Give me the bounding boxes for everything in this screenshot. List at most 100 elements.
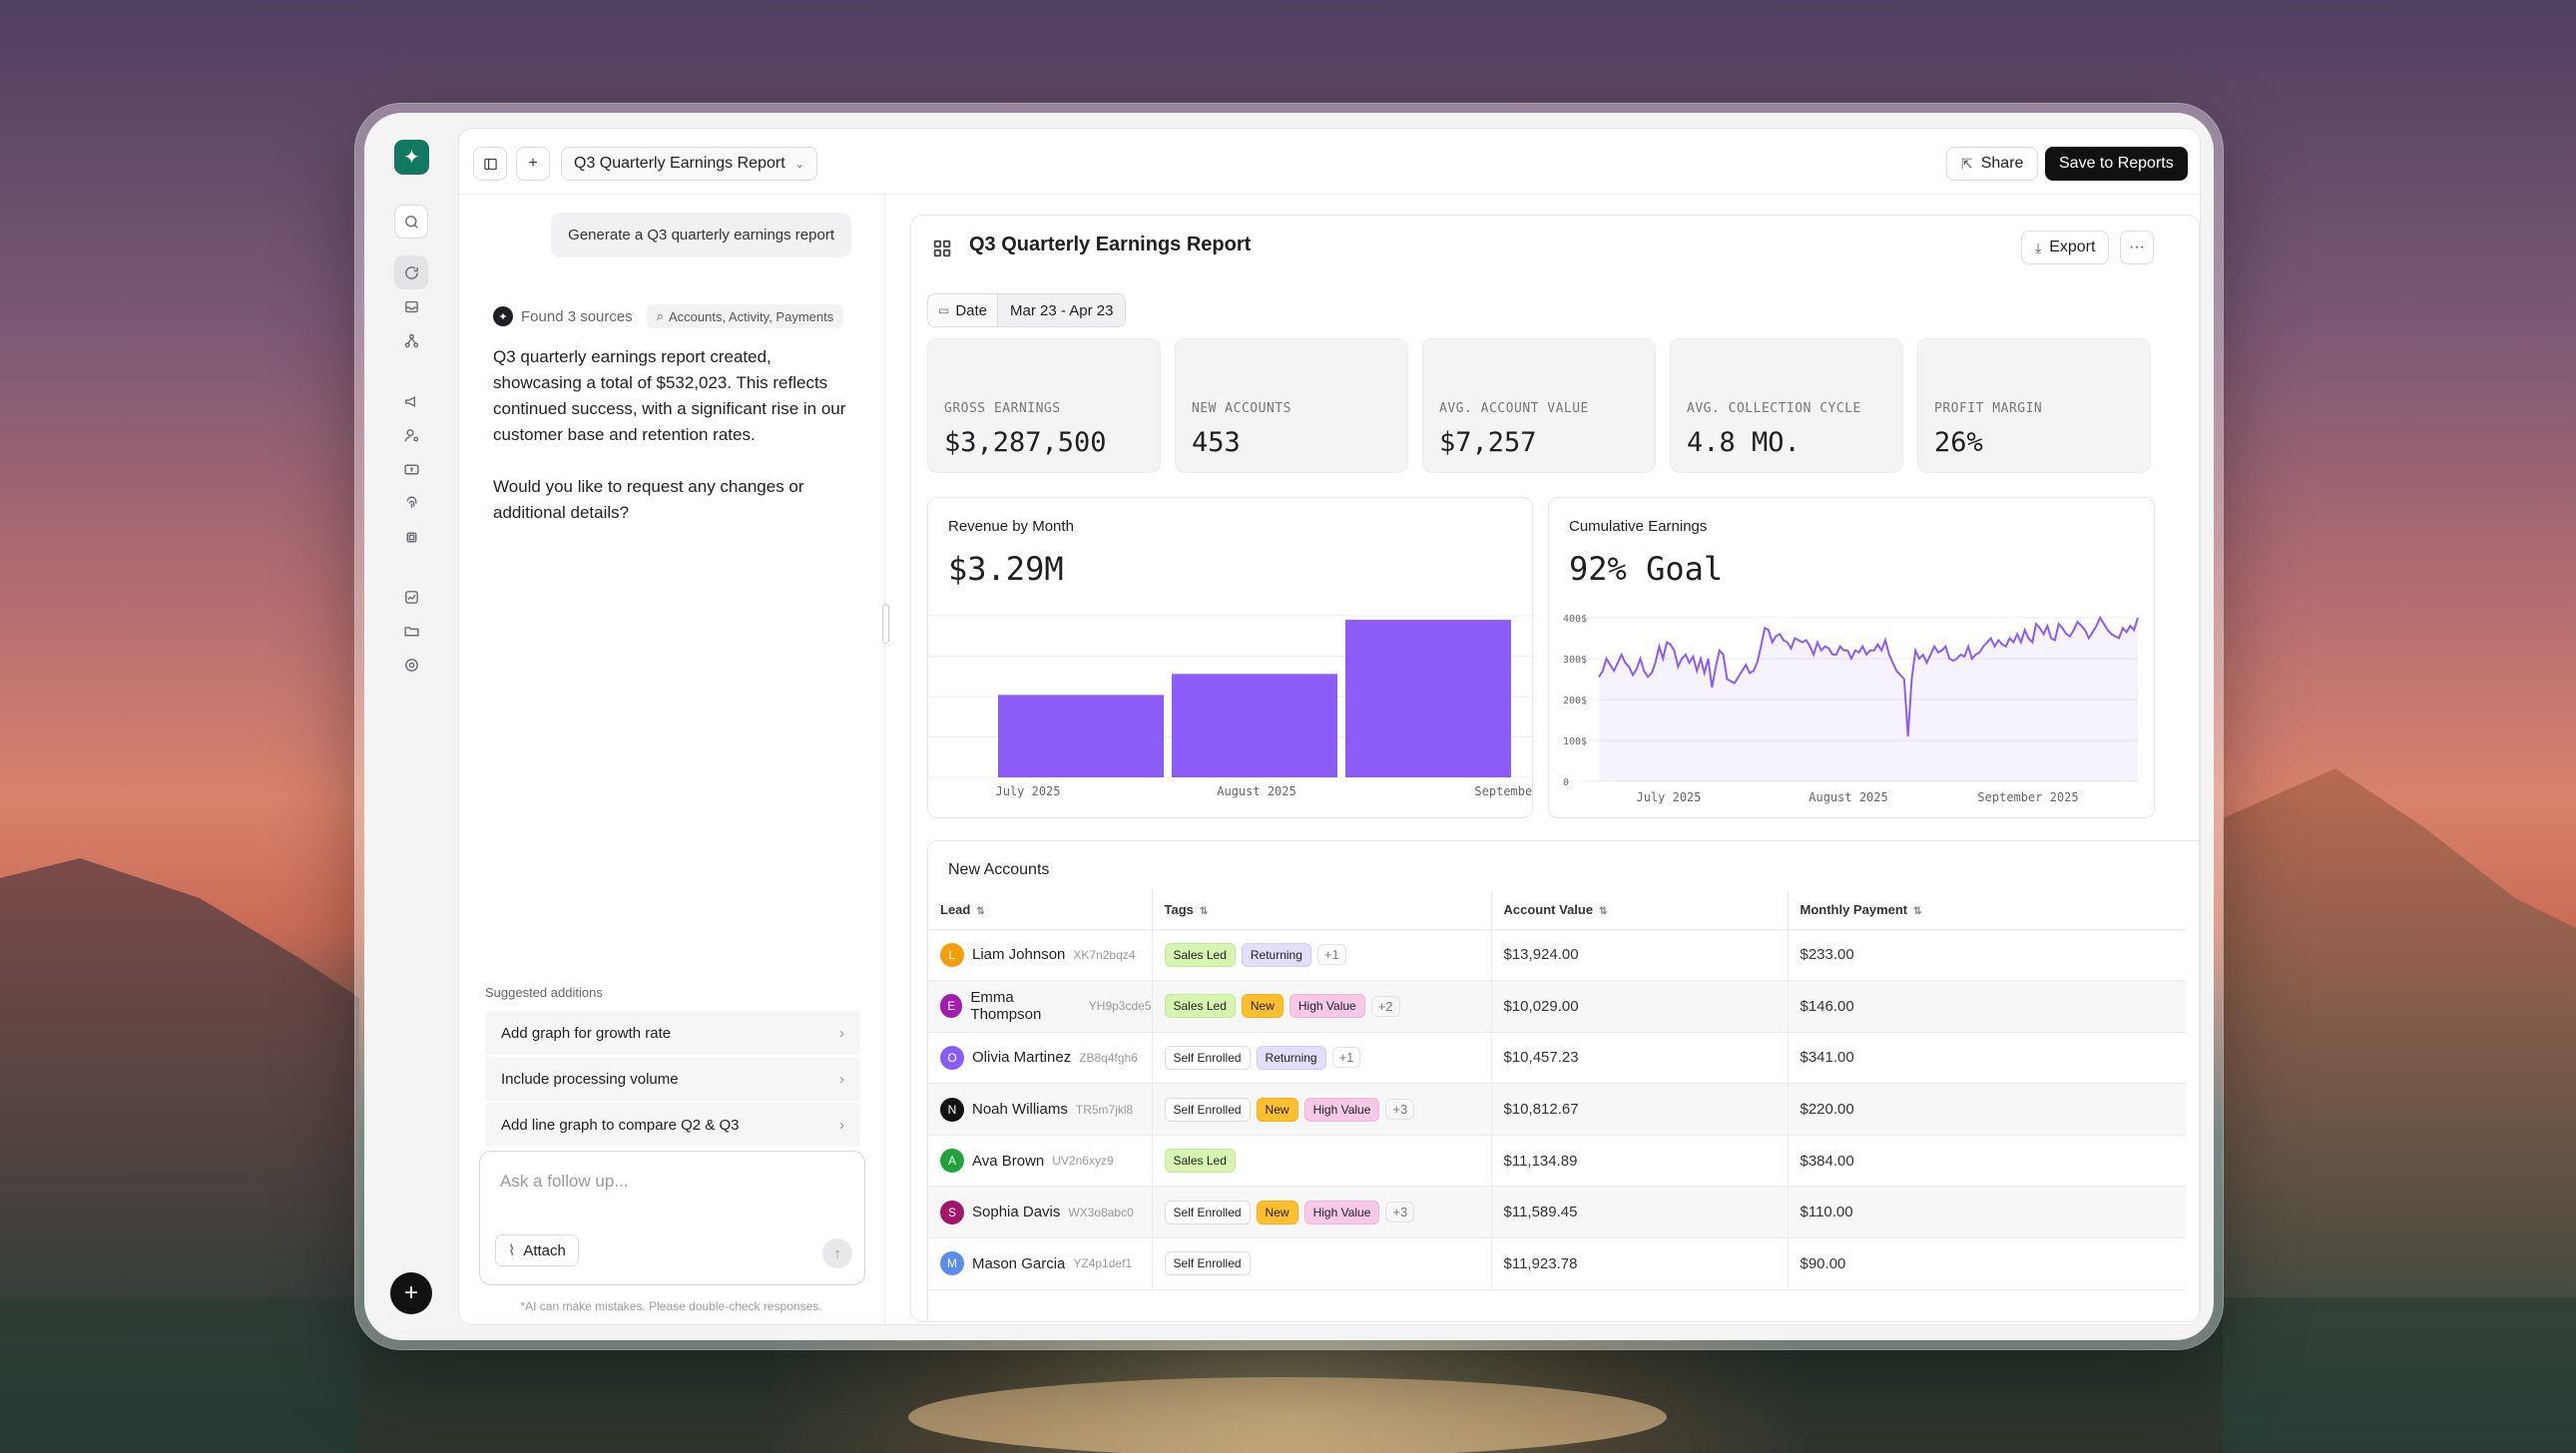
composer-input[interactable]: Ask a follow up...	[500, 1172, 629, 1191]
fingerprint-icon[interactable]	[394, 486, 428, 520]
send-button[interactable]: ↑	[822, 1238, 852, 1268]
lead-name: Sophia Davis	[972, 1204, 1061, 1221]
suggestion-item[interactable]: Add line graph to compare Q2 & Q3 ›	[485, 1103, 860, 1147]
suggestion-label: Include processing volume	[501, 1070, 679, 1088]
more-tags-badge[interactable]: +1	[1316, 944, 1346, 966]
new-accounts-table-card: New Accounts Lead ⇅ Tags ⇅ Account Value ⇅ …	[927, 840, 2199, 1321]
chart-headline-value: 92% Goal	[1569, 550, 1724, 588]
panel-resize-handle[interactable]	[882, 604, 889, 644]
new-item-button[interactable]: +	[390, 1272, 432, 1314]
attach-button[interactable]: ⌇ Attach	[495, 1234, 579, 1266]
table-row[interactable]: A Ava Brown UV2n6xyz9 Sales Led $11,134.89 $3…	[928, 1135, 2186, 1188]
report-selector[interactable]: Q3 Quarterly Earnings Report ⌄	[561, 147, 817, 181]
save-to-reports-button[interactable]: Save to Reports	[2045, 147, 2188, 181]
analytics-icon[interactable]	[394, 580, 428, 614]
tag-badge: Sales Led	[1164, 1149, 1236, 1174]
more-tags-badge[interactable]: +3	[1385, 1202, 1415, 1223]
search-icon[interactable]	[394, 205, 428, 239]
table-row[interactable]: L Liam Johnson XK7n2bqz4 Sales Led Returning…	[928, 929, 2186, 982]
sources-pill-label: Accounts, Activity, Payments	[669, 308, 834, 324]
new-tab-button[interactable]: +	[516, 147, 550, 181]
kpi-label: PROFIT MARGIN	[1934, 401, 2043, 416]
sources-label: Found 3 sources	[521, 307, 633, 325]
inbox-icon[interactable]	[394, 289, 428, 323]
user-settings-icon[interactable]	[394, 418, 428, 452]
table-row[interactable]: E Emma Thompson YH9p3cde5 Sales Led New High …	[928, 980, 2186, 1033]
export-button[interactable]: ⤓ Export	[2021, 231, 2110, 264]
lead-name: Mason Garcia	[972, 1254, 1066, 1272]
x-tick-label: September 2025	[1977, 790, 2078, 804]
more-options-button[interactable]: ···	[2120, 231, 2154, 264]
chart-title: Cumulative Earnings	[1569, 518, 1708, 535]
cumulative-line-chart: 0 100$ 200$ 300$ 400$ July 2025 August 2025 Sep…	[1563, 614, 2139, 804]
tag-badge: High Value	[1303, 1200, 1380, 1224]
x-tick-label: July 2025	[995, 784, 1060, 798]
lead-cell: N Noah Williams TR5m7jkl8	[928, 1083, 1153, 1136]
share-button[interactable]: ⇱ Share	[1946, 147, 2039, 181]
tag-badge: Self Enrolled	[1164, 1045, 1251, 1070]
app-window: ✦	[364, 113, 2214, 1340]
table-row[interactable]: M Mason Garcia YZ4p1def1 Self Enrolled $11,9…	[928, 1237, 2186, 1290]
table-row[interactable]: O Olivia Martinez ZB8q4fgh6 Self Enrolled Re…	[928, 1032, 2186, 1085]
column-header-account-value[interactable]: Account Value ⇅	[1491, 891, 1789, 930]
header-label: Lead	[940, 902, 971, 918]
follow-up-composer[interactable]: Ask a follow up... ⌇ Attach ↑	[479, 1151, 865, 1285]
report-title: Q3 Quarterly Earnings Report	[969, 234, 1252, 255]
monthly-payment-cell: $110.00	[1788, 1186, 2186, 1239]
sidebar-toggle-icon[interactable]	[473, 147, 507, 181]
account-value-cell: $11,923.78	[1491, 1237, 1789, 1290]
suggestion-item[interactable]: Add graph for growth rate ›	[485, 1011, 860, 1055]
column-header-monthly-payment[interactable]: Monthly Payment ⇅	[1788, 891, 2186, 930]
lead-name: Liam Johnson	[972, 946, 1066, 964]
date-filter[interactable]: ▭ Date Mar 23 - Apr 23	[927, 293, 1127, 327]
share-label: Share	[1980, 155, 2024, 172]
lead-id: TR5m7jkl8	[1075, 1102, 1134, 1117]
kpi-label: NEW ACCOUNTS	[1192, 401, 1291, 416]
avatar: L	[940, 942, 964, 967]
tag-badge: New	[1256, 1097, 1298, 1122]
more-tags-badge[interactable]: +3	[1385, 1099, 1415, 1121]
sources-pill[interactable]: ⌕ Accounts, Activity, Payments	[646, 304, 844, 328]
megaphone-icon[interactable]	[394, 384, 428, 418]
suggestion-item[interactable]: Include processing volume ›	[485, 1057, 860, 1101]
share-icon: ⇱	[1961, 155, 1973, 172]
attach-label: Attach	[523, 1241, 566, 1259]
column-header-lead[interactable]: Lead ⇅	[928, 891, 1153, 930]
monthly-payment-cell: $341.00	[1788, 1032, 2186, 1085]
lead-cell: E Emma Thompson YH9p3cde5	[928, 980, 1153, 1033]
tags-cell: Self Enrolled New High Value +3	[1152, 1186, 1492, 1239]
tag-badge: Self Enrolled	[1164, 1200, 1251, 1224]
x-tick-label: September 2025	[1474, 784, 1534, 798]
tags-cell: Sales Led	[1152, 1135, 1492, 1188]
chevron-down-icon: ⌄	[794, 158, 804, 171]
header-label: Monthly Payment	[1800, 902, 1908, 918]
refresh-chat-icon[interactable]	[394, 255, 428, 289]
lead-cell: M Mason Garcia YZ4p1def1	[928, 1237, 1153, 1290]
lead-name: Emma Thompson	[970, 989, 1042, 1024]
cumulative-chart-card: 0 100$ 200$ 300$ 400$ July 2025 August 2025 Sep…	[1548, 497, 2155, 818]
tag-badge: Self Enrolled	[1164, 1097, 1251, 1122]
kpi-value: 26%	[1934, 427, 1983, 458]
more-tags-badge[interactable]: +1	[1331, 1047, 1361, 1069]
chip-icon[interactable]	[394, 520, 428, 554]
app-logo-icon[interactable]: ✦	[394, 140, 429, 175]
calendar-icon: ▭	[938, 303, 950, 317]
report-card: Q3 Quarterly Earnings Report ⤓ Export ··…	[910, 215, 2200, 1322]
gear-icon[interactable]	[394, 648, 428, 682]
network-icon[interactable]	[394, 323, 428, 357]
header-label: Account Value	[1503, 902, 1594, 918]
column-header-tags[interactable]: Tags ⇅	[1152, 891, 1492, 930]
billing-icon[interactable]	[394, 452, 428, 486]
ai-disclaimer: *AI can make mistakes. Please double-che…	[520, 1299, 822, 1313]
more-tags-badge[interactable]: +2	[1370, 995, 1400, 1017]
folder-icon[interactable]	[394, 614, 428, 648]
table-row[interactable]: N Noah Williams TR5m7jkl8 Self Enrolled New H…	[928, 1083, 2186, 1136]
chevron-right-icon: ›	[839, 1116, 844, 1134]
lead-id: WX3o8abc0	[1068, 1205, 1134, 1219]
table-row[interactable]: S Sophia Davis WX3o8abc0 Self Enrolled New Hi…	[928, 1186, 2186, 1239]
bar	[1172, 674, 1337, 777]
lead-id: YZ4p1def1	[1073, 1256, 1133, 1271]
lead-name: Noah Williams	[972, 1101, 1068, 1119]
chat-column: Generate a Q3 quarterly earnings report …	[459, 195, 885, 1324]
revenue-chart-card: July 2025 August 2025 September 2025 Reven…	[927, 497, 1534, 818]
